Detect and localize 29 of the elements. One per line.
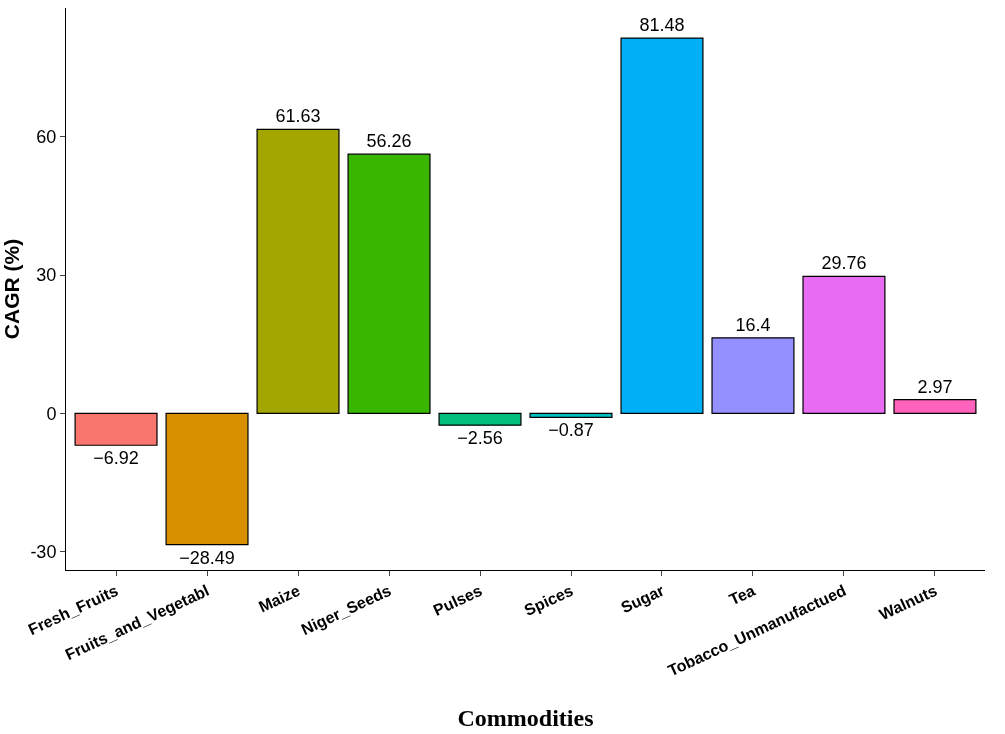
y-axis-title: CAGR (%): [0, 238, 23, 340]
bar: [893, 399, 977, 414]
bar: [438, 412, 522, 426]
data-label: 56.26: [366, 131, 412, 152]
data-label: −6.92: [93, 448, 139, 469]
data-label: 81.48: [639, 15, 685, 36]
y-tick-label: 0: [46, 403, 57, 424]
y-tick-label: -30: [30, 541, 57, 562]
data-label: 2.97: [917, 376, 953, 397]
bar: [347, 153, 431, 414]
bar: [74, 412, 158, 446]
x-axis-title: Commodities: [457, 704, 594, 731]
data-label: −2.56: [457, 428, 503, 449]
x-tick-label: Maize: [255, 581, 303, 616]
data-label: 29.76: [821, 253, 867, 274]
y-tick-label: 60: [36, 127, 57, 148]
data-label: 16.4: [735, 314, 771, 335]
bar: [529, 412, 613, 418]
x-tick-label: Spices: [521, 581, 576, 619]
data-label: 61.63: [275, 106, 321, 127]
x-tick-label: Sugar: [618, 581, 667, 617]
bar: [711, 337, 795, 414]
data-label: −0.87: [548, 420, 594, 441]
bar: [165, 412, 249, 546]
bar: [802, 275, 886, 414]
data-label: −28.49: [179, 547, 235, 568]
bar: [256, 128, 340, 414]
y-tick-label: 30: [36, 265, 57, 286]
bar: [620, 37, 704, 414]
